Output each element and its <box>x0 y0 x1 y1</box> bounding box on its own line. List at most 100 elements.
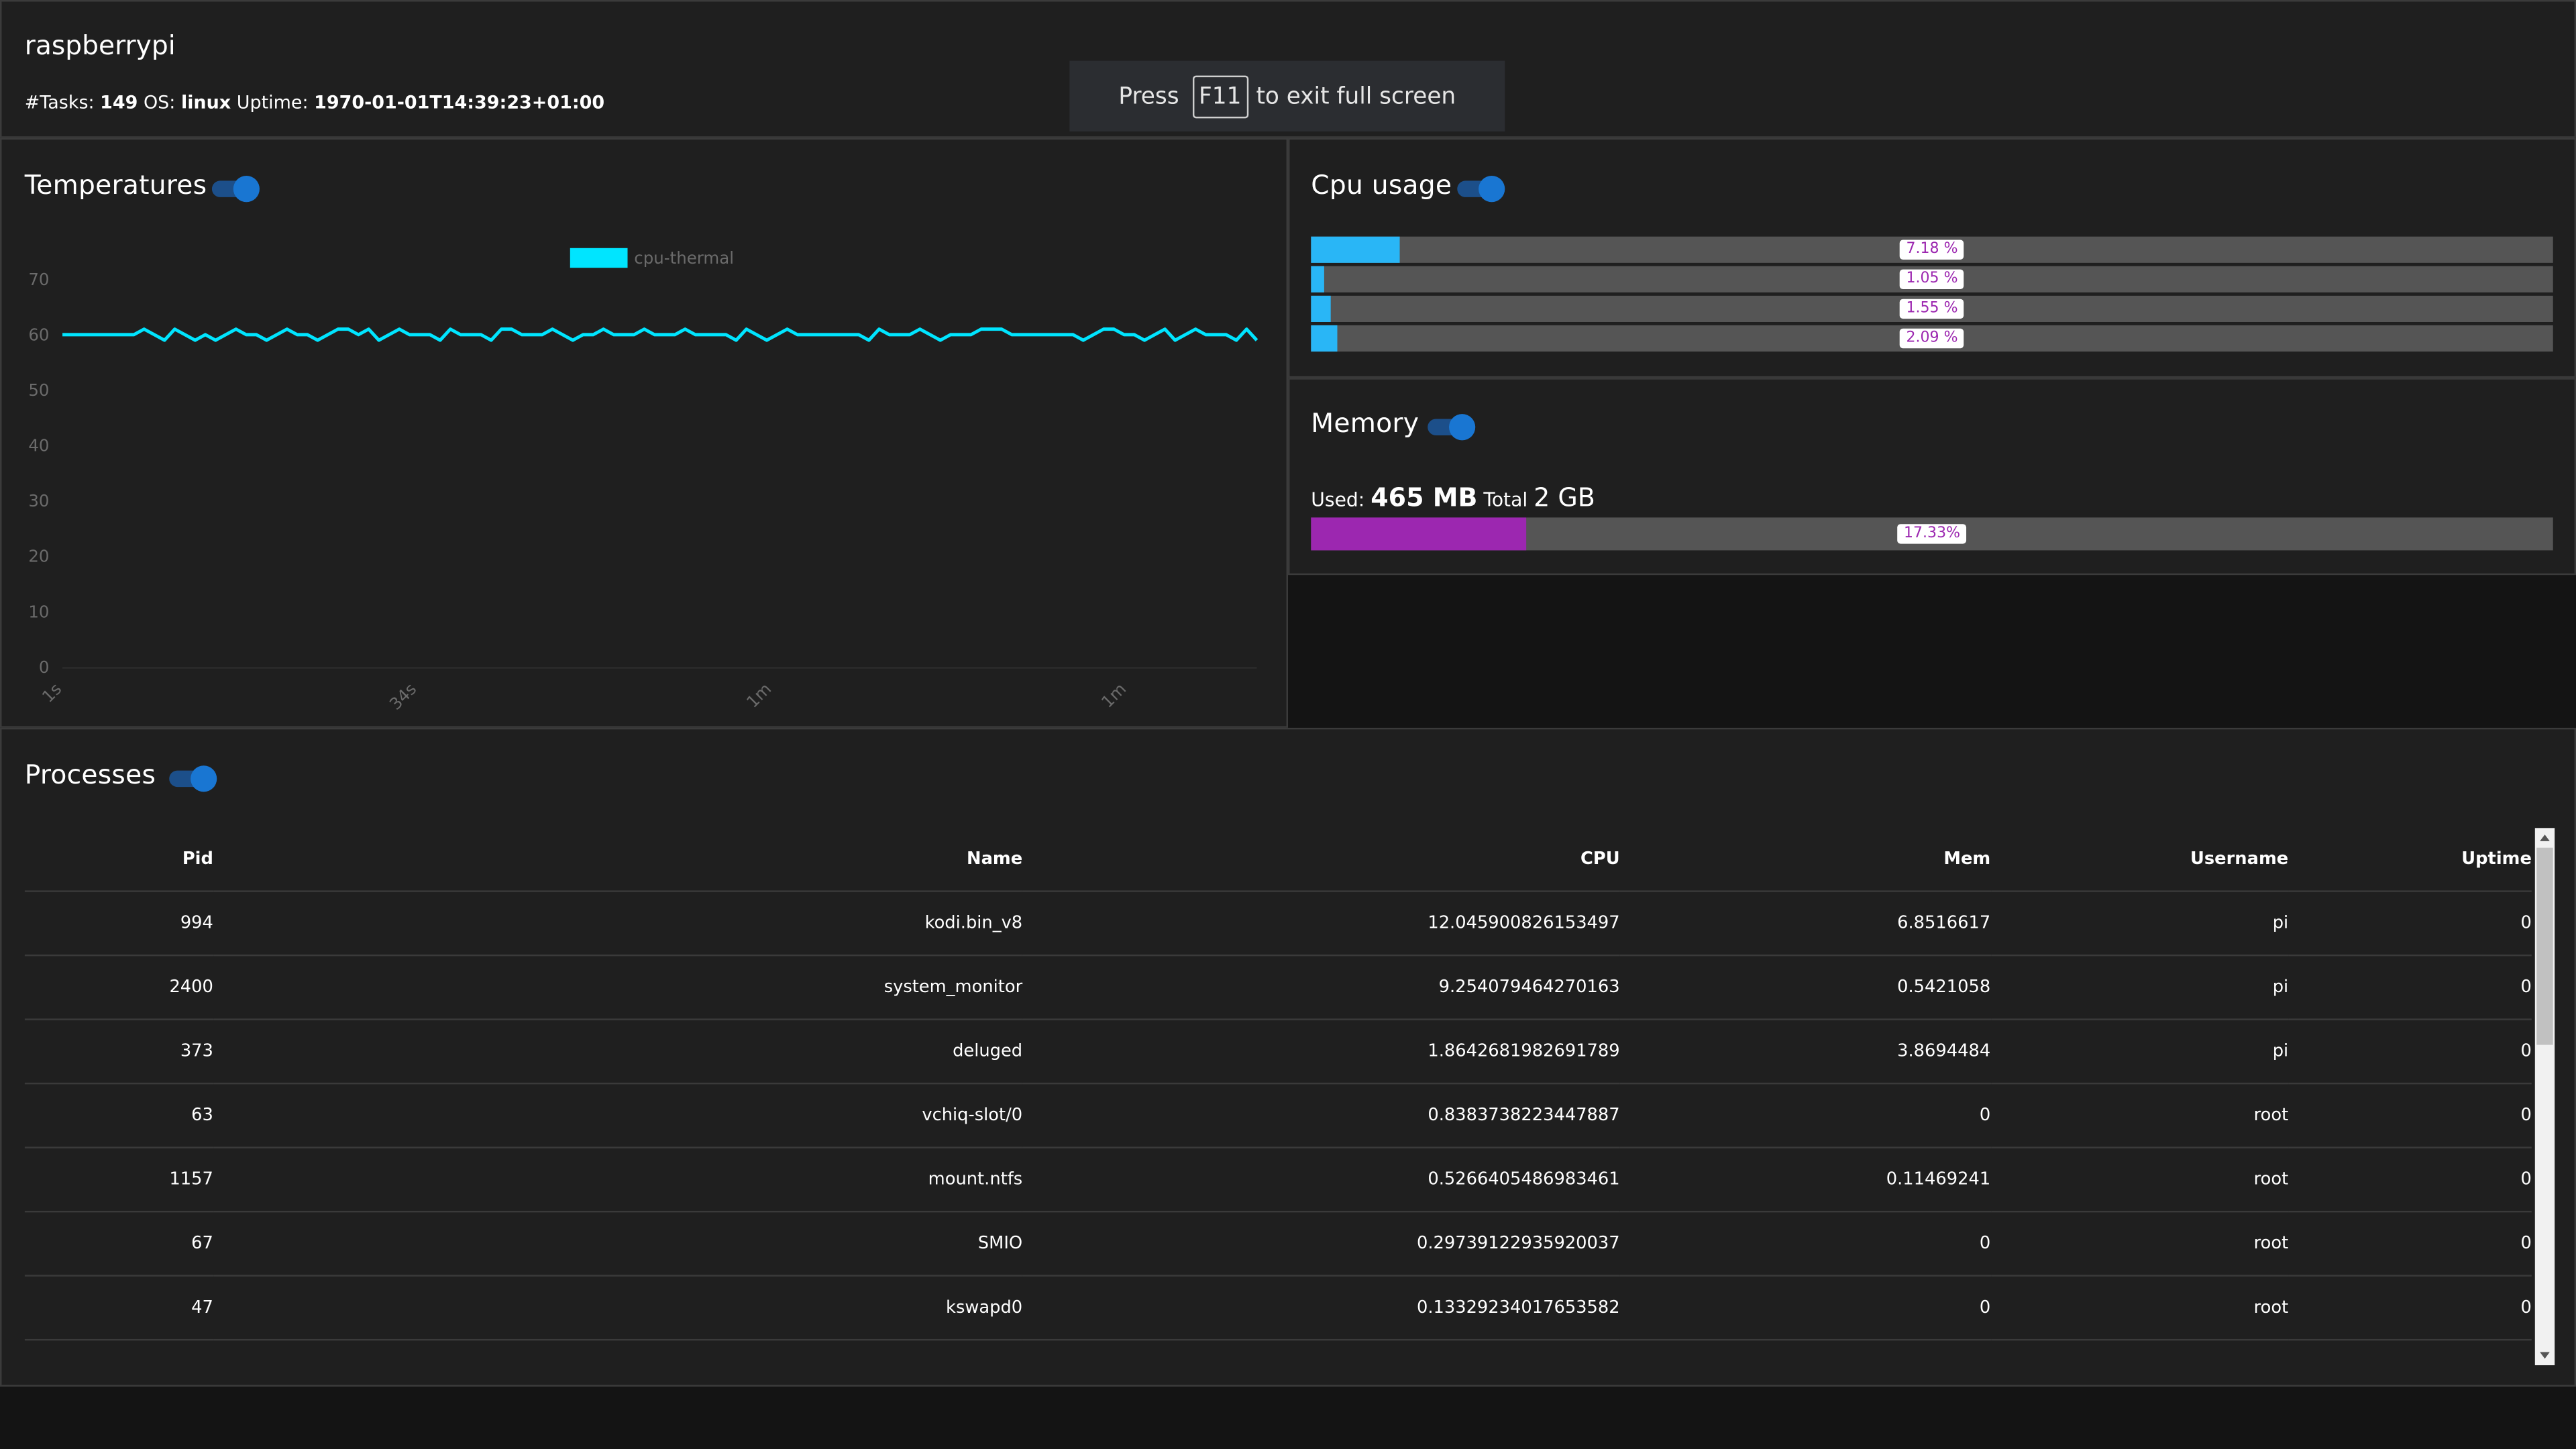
fullscreen-notice: Press F11 to exit full screen <box>1069 60 1505 131</box>
processes-toggle[interactable] <box>169 765 218 792</box>
cpu-core-label: 7.18 % <box>1899 239 1965 260</box>
f11-key: F11 <box>1192 74 1248 118</box>
y-tick-label: 0 <box>39 657 50 677</box>
cell-cpu: 0.8383738223447887 <box>1022 1082 1620 1148</box>
cell-uptime: 0 <box>2288 1018 2532 1084</box>
column-header-mem[interactable]: Mem <box>1943 849 1991 869</box>
column-header-pid[interactable]: Pid <box>182 849 213 869</box>
column-header-name[interactable]: Name <box>967 849 1023 869</box>
y-tick-label: 20 <box>28 547 49 566</box>
x-tick-label: 1s <box>38 679 66 706</box>
cell-mem: 0 <box>1619 1082 1991 1148</box>
legend-label[interactable]: cpu-thermal <box>634 248 734 268</box>
column-header-uptime[interactable]: Uptime <box>2461 849 2532 869</box>
scrollbar-thumb[interactable] <box>2536 847 2553 1045</box>
cpu-usage-panel: Cpu usage 7.18 % 1.05 % 1.55 % 2.09 % <box>1288 138 2576 378</box>
os-value: linux <box>180 92 231 113</box>
cell-uptime: 0 <box>2288 1146 2532 1212</box>
process-row[interactable]: 63 vchiq-slot/0 0.8383738223447887 0 root 0 <box>24 1082 2532 1148</box>
cpu-core-fill <box>1311 295 1330 323</box>
cell-username: root <box>1990 1210 2289 1276</box>
process-table-scrollbar[interactable] <box>2534 828 2555 1366</box>
memory-total-value: 2 GB <box>1534 483 1595 513</box>
memory-usage-label: 17.33% <box>1897 524 1967 544</box>
memory-total-label: Total <box>1483 488 1528 511</box>
cell-name: mount.ntfs <box>213 1146 1023 1212</box>
cell-name: system_monitor <box>213 954 1023 1020</box>
process-row[interactable]: 67 SMIO 0.29739122935920037 0 root 0 <box>24 1210 2532 1276</box>
y-tick-label: 40 <box>28 436 49 455</box>
memory-used-value: 465 MB <box>1371 483 1478 513</box>
series-line-cpu-thermal <box>62 327 1258 342</box>
cell-uptime: 0 <box>2288 1275 2532 1341</box>
cell-mem: 0 <box>1619 1210 1991 1276</box>
memory-usage-fill <box>1311 517 1527 551</box>
cell-pid: 373 <box>24 1018 213 1084</box>
cell-pid: 994 <box>24 890 213 956</box>
x-tick-label: 34s <box>386 679 421 714</box>
temperatures-toggle[interactable] <box>211 176 261 203</box>
y-tick-label: 50 <box>28 380 49 400</box>
temperatures-panel: Temperatures 0 10 20 30 40 50 60 70 1s 34s 1m 1m cpu… <box>0 138 1289 728</box>
y-tick-label: 30 <box>28 491 49 511</box>
cpu-core-label: 2.09 % <box>1899 328 1965 349</box>
memory-title: Memory <box>1311 407 1419 439</box>
column-header-username[interactable]: Username <box>2190 849 2289 869</box>
process-row[interactable]: 373 deluged 1.8642681982691789 3.8694484 pi 0 <box>24 1018 2532 1084</box>
cell-uptime: 0 <box>2288 1082 2532 1148</box>
memory-toggle[interactable] <box>1428 414 1477 441</box>
cell-mem: 0 <box>1619 1275 1991 1341</box>
y-tick-label: 70 <box>28 270 49 289</box>
memory-panel: Memory Used: 465 MB Total 2 GB 17.33% <box>1288 378 2576 576</box>
cpu-usage-toggle[interactable] <box>1457 176 1506 203</box>
process-table-header: Pid Name CPU Mem Username Uptime <box>25 828 2532 891</box>
process-row[interactable]: 994 kodi.bin_v8 12.045900826153497 6.851661… <box>24 890 2532 956</box>
cell-username: root <box>1990 1275 2289 1341</box>
memory-used-label: Used: <box>1311 488 1365 511</box>
cell-username: pi <box>1990 890 2289 956</box>
process-row[interactable]: 2400 system_monitor 9.254079464270163 0.542… <box>24 954 2532 1020</box>
scroll-down-arrow[interactable] <box>2540 1352 2550 1359</box>
cell-name: SMIO <box>213 1210 1023 1276</box>
processes-panel: Processes Pid Name CPU Mem Username Upti… <box>0 727 2576 1387</box>
cell-uptime: 0 <box>2288 890 2532 956</box>
column-header-cpu[interactable]: CPU <box>1580 849 1620 869</box>
cell-cpu: 1.8642681982691789 <box>1022 1018 1620 1084</box>
process-row[interactable]: 47 kswapd0 0.13329234017653582 0 root 0 <box>24 1275 2532 1341</box>
fullscreen-notice-suffix: to exit full screen <box>1256 83 1456 109</box>
cell-uptime: 0 <box>2288 954 2532 1020</box>
memory-summary: Used: 465 MB Total 2 GB <box>1311 483 1595 513</box>
processes-title: Processes <box>24 759 156 790</box>
cell-cpu: 0.29739122935920037 <box>1022 1210 1620 1276</box>
cell-mem: 6.8516617 <box>1619 890 1991 956</box>
cpu-core-fill <box>1311 236 1401 263</box>
process-row[interactable]: 1157 mount.ntfs 0.5266405486983461 0.114692… <box>24 1146 2532 1212</box>
cpu-core-bar: 1.05 % <box>1311 266 2553 292</box>
os-label: OS: <box>143 92 176 113</box>
cell-username: pi <box>1990 1018 2289 1084</box>
temperature-chart: 0 10 20 30 40 50 60 70 1s 34s 1m 1m cpu-thermal <box>28 248 1258 714</box>
cell-pid: 47 <box>24 1275 213 1341</box>
memory-usage-bar: 17.33% <box>1311 517 2553 551</box>
cell-username: root <box>1990 1082 2289 1148</box>
y-tick-label: 60 <box>28 325 49 344</box>
hostname-title: raspberrypi <box>24 30 176 61</box>
cpu-core-label: 1.55 % <box>1899 299 1965 319</box>
scroll-up-arrow[interactable] <box>2540 835 2550 841</box>
y-tick-label: 10 <box>28 602 49 621</box>
cell-name: vchiq-slot/0 <box>213 1082 1023 1148</box>
cpu-core-bar: 7.18 % <box>1311 236 2553 263</box>
cell-pid: 67 <box>24 1210 213 1276</box>
cell-username: root <box>1990 1146 2289 1212</box>
cell-name: kswapd0 <box>213 1275 1023 1341</box>
cpu-usage-title: Cpu usage <box>1311 169 1452 201</box>
process-table-container: Pid Name CPU Mem Username Uptime 994 kodi… <box>24 828 2532 1365</box>
uptime-label: Uptime: <box>236 92 309 113</box>
cell-cpu: 12.045900826153497 <box>1022 890 1620 956</box>
cell-name: kodi.bin_v8 <box>213 890 1023 956</box>
cell-pid: 1157 <box>24 1146 213 1212</box>
cpu-core-label: 1.05 % <box>1899 269 1965 290</box>
cell-name: deluged <box>213 1018 1023 1084</box>
legend-swatch[interactable] <box>570 248 628 268</box>
x-tick-label: 1m <box>1097 679 1130 711</box>
